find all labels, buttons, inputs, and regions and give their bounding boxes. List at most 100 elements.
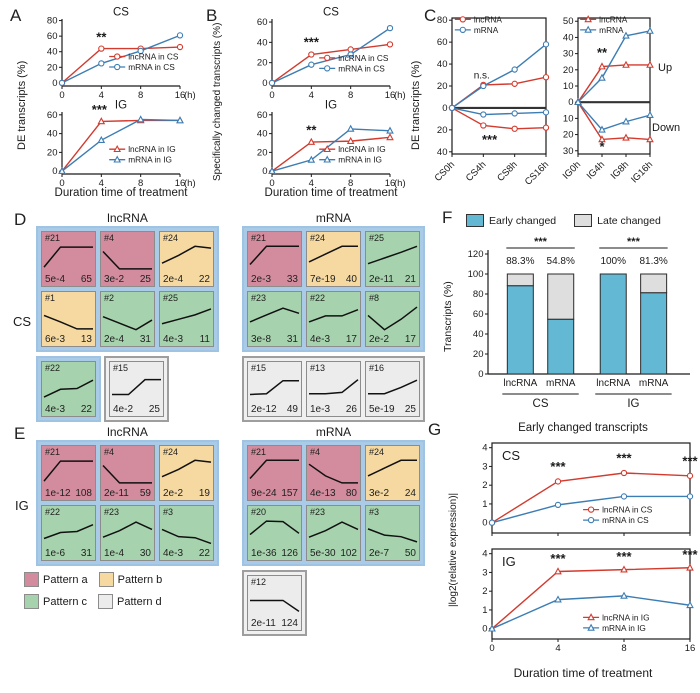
circle-marker [620, 493, 628, 500]
chart-title: CS [323, 7, 339, 19]
pattern-swatch-c [24, 594, 39, 609]
triangle-marker [323, 144, 332, 153]
y-tick-label: 40 [437, 59, 448, 70]
pattern-cell-id: #25 [163, 293, 179, 303]
circle-marker [347, 51, 354, 58]
bar-late-segment [506, 273, 534, 287]
panel-a-cs-chart: 0 20 40 60 80 0 4 8 16 (h) CS lncRNA in CS mRNA in C… [36, 6, 204, 105]
pattern-cell-pvalue: 2e-2 [369, 334, 390, 345]
triangle-marker [584, 15, 592, 23]
legend-label: lncRNA in CS [128, 52, 179, 62]
pattern-sparkline [43, 314, 93, 330]
x-unit-label: (h) [184, 90, 196, 100]
series-line [491, 495, 690, 524]
pattern-cell-pvalue: 4e-3 [163, 334, 184, 345]
series-line [271, 43, 391, 84]
pattern-cell-25: #25 4e-3 11 [159, 291, 214, 347]
pattern-cell-22: #22 4e-3 17 [306, 291, 361, 347]
circle-marker [98, 45, 105, 52]
panel-c-down-label: Down [652, 122, 681, 134]
pattern-cell-id: #21 [251, 233, 267, 243]
triangle-marker [686, 600, 694, 609]
triangle-marker [646, 135, 654, 143]
x-tick-label: 16 [175, 90, 186, 100]
triangle-marker [574, 97, 582, 106]
significance-annotation: *** [682, 454, 698, 469]
bar-group-label: CS [533, 398, 549, 410]
pattern-cell-24: #24 2e-2 19 [159, 445, 214, 501]
y-tick-label: 3 [482, 461, 487, 472]
triangle-marker [646, 26, 654, 34]
pattern-cell-21: #21 5e-4 65 [41, 231, 96, 287]
x-tick-label: 4 [555, 643, 560, 654]
pattern-cell-pvalue: 6e-3 [45, 334, 66, 345]
pattern-cell-id: #24 [163, 233, 179, 243]
panel-g-cs-chart: 0 1 2 3 4 CS lncRNA in CS mRNA in CS *** *** *** [468, 437, 699, 546]
legend-label: mRNA [474, 25, 499, 35]
pattern-cell-count: 21 [404, 274, 416, 285]
legend-label: lncRNA in IG [602, 612, 650, 622]
y-tick-label: 60 [47, 110, 58, 121]
pattern-cell-id: #4 [104, 447, 115, 457]
pattern-sparkline [112, 378, 161, 396]
pattern-cell-23: #23 5e-30 102 [306, 505, 361, 561]
panel-d-letter: D [14, 210, 27, 229]
pattern-sparkline [161, 528, 212, 545]
y-tick-label: 10 [563, 113, 574, 124]
pattern-cell-1: #1 6e-3 13 [41, 291, 96, 347]
pattern-grid-d-lncrna-extra-blue: #22 4e-3 22 [36, 356, 101, 422]
pattern-cell-12: #12 2e-11 124 [247, 575, 302, 631]
triangle-marker [587, 613, 595, 621]
circle-marker [511, 125, 518, 132]
triangle-marker [646, 110, 654, 118]
x-tick-label: IG4h [585, 159, 607, 181]
pattern-cell-id: #8 [369, 293, 380, 303]
pattern-cell-id: #2 [104, 293, 115, 303]
pattern-cell-count: 22 [80, 404, 92, 415]
legend-label: mRNA in CS [338, 63, 385, 73]
circle-marker [268, 79, 276, 87]
significance-annotation: ** [597, 45, 608, 60]
pattern-cell-id: #12 [251, 577, 267, 587]
y-tick-label: 60 [257, 17, 268, 28]
y-tick-label: 40 [47, 129, 58, 140]
panel-e-row-label: IG [15, 498, 29, 513]
circle-marker [98, 60, 105, 67]
pattern-sparkline [161, 308, 212, 325]
circle-marker [542, 109, 550, 116]
y-tick-label: 3 [482, 567, 487, 578]
bar-category-label: lncRNA [596, 378, 630, 389]
pattern-cell-8: #8 2e-2 17 [365, 291, 420, 347]
pattern-cell-count: 17 [345, 334, 357, 345]
bar-early-segment [506, 285, 534, 375]
pattern-cell-pvalue: 2e-12 [251, 404, 277, 415]
y-tick-label: 0 [482, 624, 487, 635]
series-line [491, 595, 691, 630]
pattern-cell-id: #23 [310, 507, 326, 517]
panel-g-title: Early changed transcripts [518, 422, 648, 434]
legend-label: mRNA [599, 25, 624, 35]
panel-b-xlabel: Duration time of treatment [264, 187, 398, 199]
pattern-cell-21: #21 1e-12 108 [41, 445, 96, 501]
pattern-cell-pvalue: 1e-6 [45, 548, 66, 559]
pattern-cell-id: #15 [251, 363, 267, 373]
circle-marker [511, 80, 518, 87]
pattern-cell-id: #4 [310, 447, 321, 457]
pattern-cell-id: #4 [104, 233, 115, 243]
pattern-cell-pvalue: 5e-19 [369, 404, 395, 415]
pattern-cell-15: #15 4e-2 25 [109, 361, 164, 417]
pattern-cell-pvalue: 2e-2 [163, 488, 184, 499]
x-unit-label: (h) [184, 178, 196, 188]
bar-early-segment [599, 273, 627, 375]
circle-marker [620, 469, 628, 477]
panel-g-xlabel: Duration time of treatment [513, 666, 653, 680]
pattern-sparkline [43, 460, 93, 482]
pattern-cell-pvalue: 2e-3 [251, 274, 272, 285]
triangle-marker [686, 563, 694, 571]
panel-d-lncrna-header: lncRNA [107, 211, 148, 225]
y-tick-label: 20 [563, 130, 574, 141]
circle-marker [308, 51, 315, 58]
pattern-sparkline [102, 316, 153, 331]
